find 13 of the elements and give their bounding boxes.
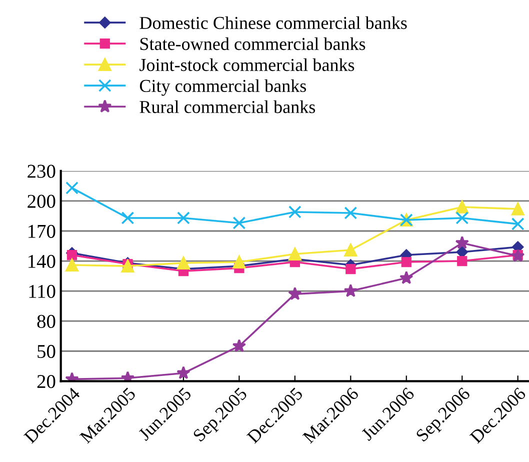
y-tick-label: 230 <box>28 164 56 178</box>
y-tick-label: 140 <box>28 254 56 268</box>
legend-label: Domestic Chinese commercial banks <box>140 16 407 30</box>
legend-label: State-owned commercial banks <box>140 37 366 50</box>
legend-label: Rural commercial banks <box>140 100 316 114</box>
y-tick-label: 80 <box>37 314 56 328</box>
y-tick-label: 50 <box>38 344 56 358</box>
legend-label: City commercial banks <box>140 79 306 96</box>
legend-label: Joint-stock commercial banks <box>140 58 354 72</box>
y-tick-label: 20 <box>37 374 56 388</box>
y-tick-label: 200 <box>28 194 56 208</box>
y-tick-label: 170 <box>28 224 56 238</box>
y-tick-label: 110 <box>29 284 56 298</box>
